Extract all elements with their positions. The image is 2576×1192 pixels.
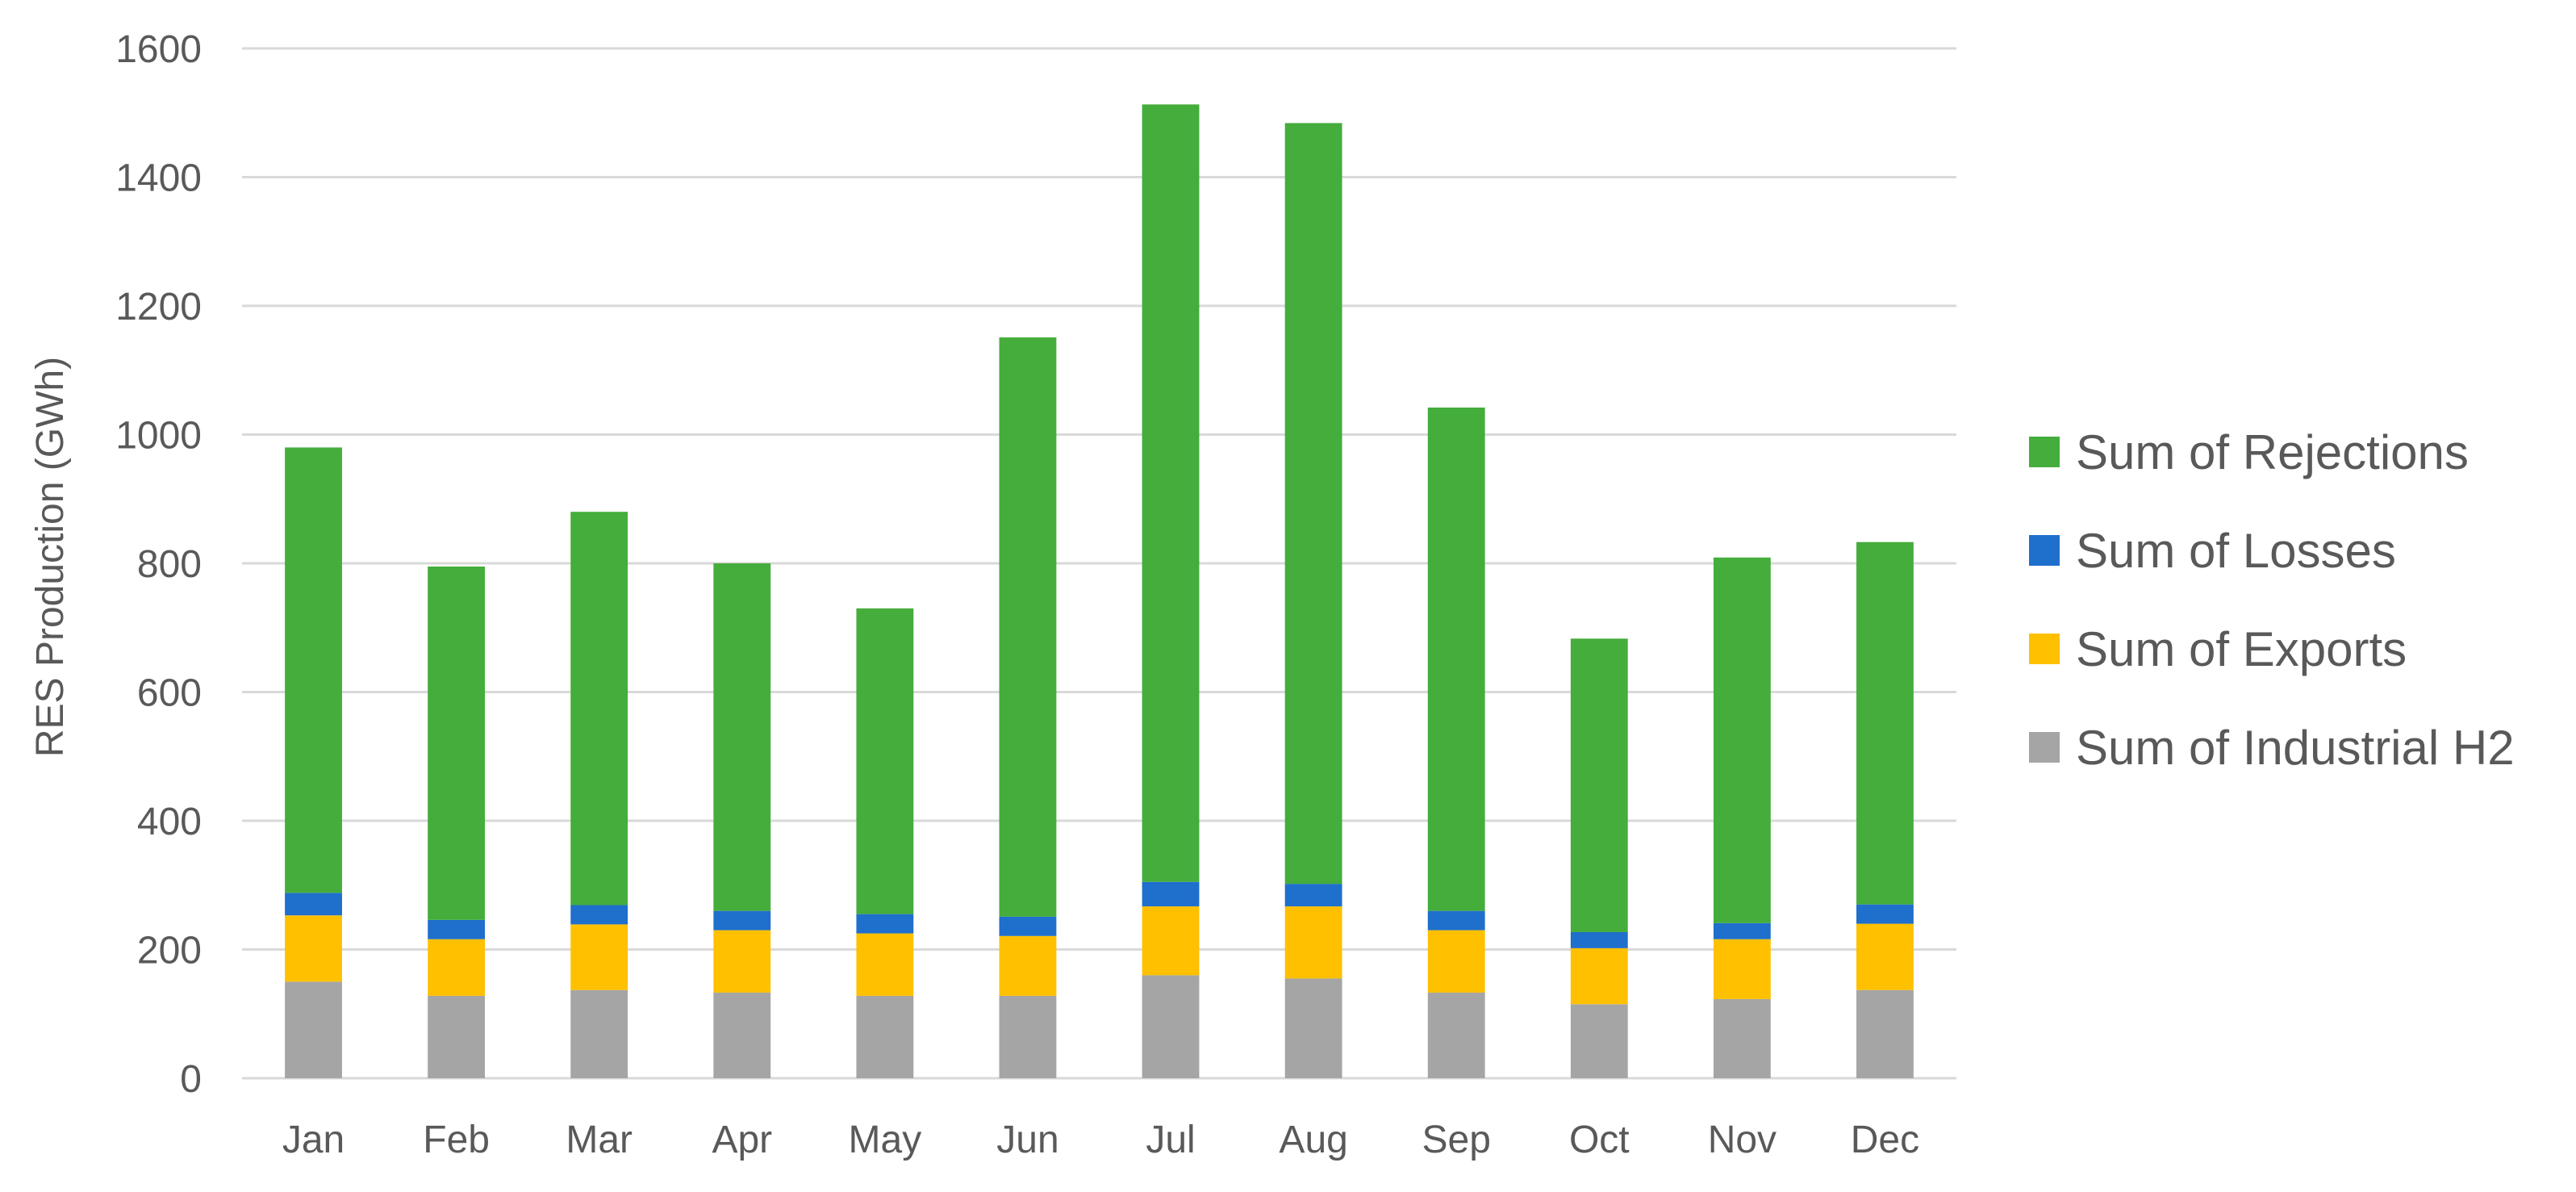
bar-segment bbox=[1570, 931, 1628, 948]
x-tick-label: Oct bbox=[1569, 1119, 1630, 1161]
bar-segment bbox=[856, 914, 914, 934]
x-tick-label: May bbox=[849, 1119, 922, 1161]
bar-segment bbox=[1427, 910, 1485, 931]
bar-segment bbox=[1570, 638, 1628, 932]
y-tick-label: 0 bbox=[180, 1058, 202, 1101]
bar-segment bbox=[1142, 104, 1200, 882]
bar-segment bbox=[713, 930, 771, 993]
bar-segment bbox=[285, 893, 342, 916]
legend-item: Sum of Rejections bbox=[2029, 425, 2469, 479]
legend-swatch bbox=[2029, 634, 2060, 664]
bar-segment bbox=[999, 337, 1057, 917]
bar-segment bbox=[1284, 978, 1342, 1078]
bar-segment bbox=[713, 910, 771, 931]
bar-segment bbox=[1713, 998, 1771, 1078]
legend-label: Sum of Rejections bbox=[2076, 425, 2469, 479]
bar-segment bbox=[999, 995, 1057, 1078]
x-tick-label: Mar bbox=[566, 1119, 633, 1161]
x-tick-label: Jun bbox=[996, 1119, 1058, 1161]
bar-segment bbox=[428, 995, 486, 1078]
y-tick-label: 1600 bbox=[115, 28, 202, 71]
legend-swatch bbox=[2029, 437, 2060, 467]
x-tick-label: Apr bbox=[712, 1119, 772, 1161]
x-tick-label: Jul bbox=[1146, 1119, 1195, 1161]
x-tick-label: Feb bbox=[423, 1119, 490, 1161]
bar-segment bbox=[999, 935, 1057, 996]
bar-segment bbox=[1856, 904, 1914, 924]
bar-segment bbox=[1856, 923, 1914, 990]
legend: Sum of Rejections Sum of Losses Sum of Exp… bbox=[2029, 425, 2515, 775]
bar-segment bbox=[1713, 939, 1771, 999]
bar-segment bbox=[285, 447, 342, 893]
bar-segment bbox=[428, 566, 486, 920]
legend-label: Sum of Losses bbox=[2076, 524, 2396, 578]
y-tick-label: 200 bbox=[137, 930, 202, 972]
y-tick-label: 600 bbox=[137, 672, 202, 715]
bar-segment bbox=[1856, 989, 1914, 1078]
bar-segment bbox=[1570, 1004, 1628, 1078]
y-tick-label: 1400 bbox=[115, 157, 202, 200]
bar-segment bbox=[570, 512, 628, 906]
legend-swatch bbox=[2029, 732, 2060, 763]
bar-segment bbox=[1713, 557, 1771, 923]
bar-segment bbox=[1142, 906, 1200, 976]
bar-segment bbox=[1284, 123, 1342, 885]
legend-label: Sum of Exports bbox=[2076, 622, 2407, 676]
bar-segment bbox=[1856, 542, 1914, 905]
x-tick-label: Aug bbox=[1279, 1119, 1347, 1161]
bar-segment bbox=[856, 608, 914, 914]
bar-segment bbox=[713, 563, 771, 911]
bar-segment bbox=[285, 915, 342, 982]
bar-segment bbox=[856, 995, 914, 1078]
gridlines bbox=[242, 47, 1956, 1080]
bar-segment bbox=[570, 905, 628, 925]
legend-item: Sum of Industrial H2 bbox=[2029, 721, 2515, 775]
legend-label: Sum of Industrial H2 bbox=[2076, 721, 2515, 775]
bar-segment bbox=[999, 916, 1057, 936]
bar-segment bbox=[428, 939, 486, 996]
bar-segment bbox=[1284, 906, 1342, 979]
bar-segment bbox=[713, 992, 771, 1078]
legend-item: Sum of Exports bbox=[2029, 622, 2407, 676]
legend-swatch bbox=[2029, 535, 2060, 566]
y-tick-label: 800 bbox=[137, 543, 202, 586]
bar-segment bbox=[1427, 992, 1485, 1078]
bar-segment bbox=[428, 919, 486, 939]
x-tick-label: Dec bbox=[1851, 1119, 1919, 1161]
x-tick-label: Jan bbox=[282, 1119, 344, 1161]
bar-segment bbox=[1713, 922, 1771, 939]
x-tick-label: Sep bbox=[1422, 1119, 1491, 1161]
bar-segment bbox=[285, 981, 342, 1078]
bar-segment bbox=[1427, 930, 1485, 993]
bar-segment bbox=[1284, 884, 1342, 907]
y-axis-title: RES Production (GWh) bbox=[29, 357, 72, 757]
bar-segment bbox=[1142, 975, 1200, 1078]
bars bbox=[285, 104, 1914, 1078]
axes: 0 200 400 600 800 1000 1200 1400 1600 Jan Feb Mar Ap… bbox=[115, 28, 1919, 1161]
legend-item: Sum of Losses bbox=[2029, 524, 2396, 578]
bar-segment bbox=[856, 933, 914, 996]
y-tick-label: 1200 bbox=[115, 286, 202, 328]
y-tick-label: 1000 bbox=[115, 415, 202, 458]
bar-segment bbox=[1142, 881, 1200, 907]
y-tick-label: 400 bbox=[137, 801, 202, 843]
bar-segment bbox=[570, 989, 628, 1078]
bar-segment bbox=[570, 924, 628, 990]
bar-segment bbox=[1570, 947, 1628, 1005]
bar-segment bbox=[1427, 408, 1485, 911]
x-tick-label: Nov bbox=[1708, 1119, 1776, 1161]
